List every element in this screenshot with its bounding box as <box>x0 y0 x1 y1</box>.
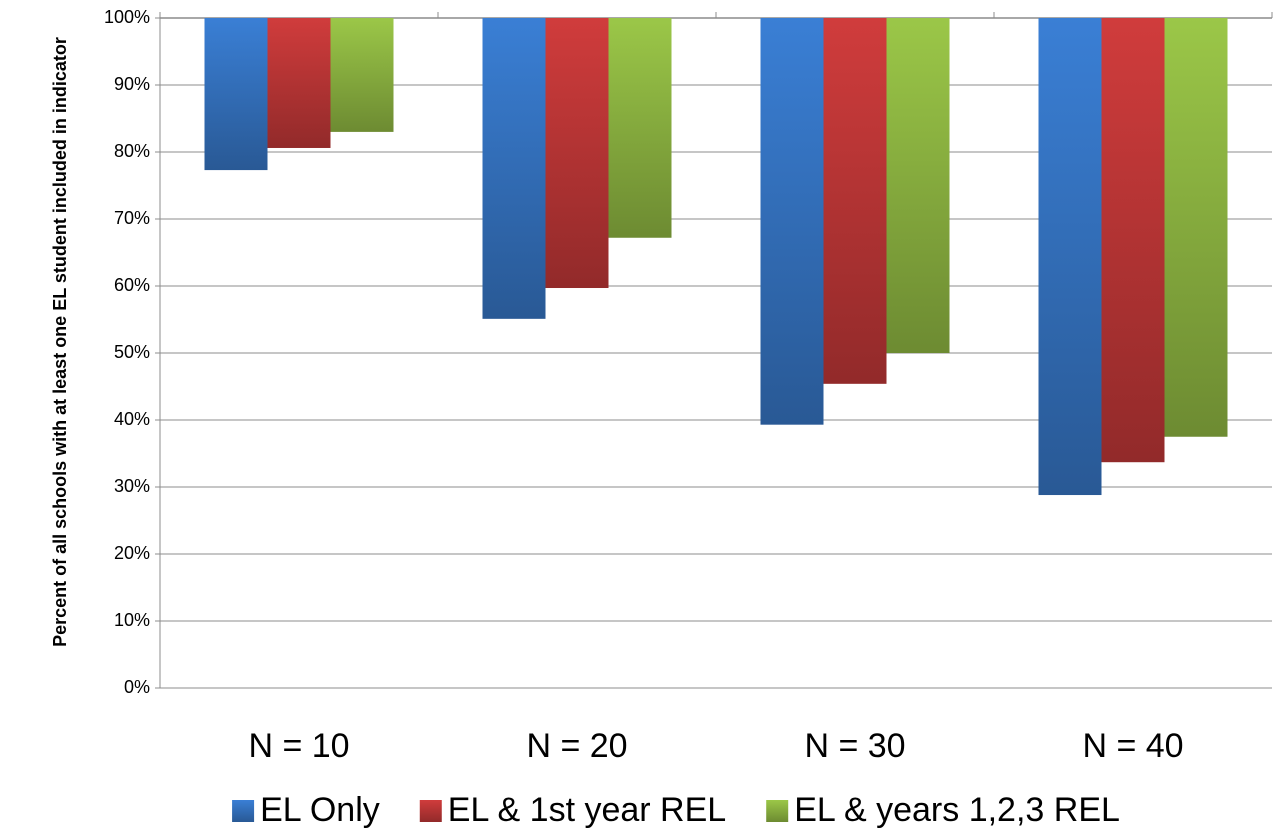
y-tick-label: 50% <box>114 342 150 362</box>
y-axis-title: Percent of all schools with at least one… <box>50 37 70 647</box>
bar <box>545 18 609 289</box>
bar <box>760 18 824 425</box>
y-tick-label: 20% <box>114 543 150 563</box>
bar <box>1101 18 1165 463</box>
x-tick-label: N = 40 <box>1082 727 1183 765</box>
x-tick-label: N = 30 <box>804 727 905 765</box>
x-tick-label: N = 10 <box>248 727 349 765</box>
legend-swatch <box>766 800 789 822</box>
legend-label: EL & 1st year REL <box>448 791 726 829</box>
y-tick-label: 80% <box>114 141 150 161</box>
bar <box>482 18 546 319</box>
y-tick-label: 10% <box>114 610 150 630</box>
x-tick-label: N = 20 <box>526 727 627 765</box>
legend-label: EL Only <box>260 791 380 829</box>
legend-swatch <box>419 800 442 822</box>
y-tick-label: 0% <box>124 677 150 697</box>
y-tick-label: 70% <box>114 208 150 228</box>
legend-swatch <box>232 800 255 822</box>
bar <box>330 18 394 132</box>
bar <box>823 18 887 384</box>
legend-label: EL & years 1,2,3 REL <box>794 791 1120 829</box>
bar <box>1038 18 1102 496</box>
y-tick-label: 60% <box>114 275 150 295</box>
y-tick-label: 90% <box>114 74 150 94</box>
bar <box>267 18 331 148</box>
bar <box>608 18 672 238</box>
legend: EL Only EL & 1st year REL EL & years 1,2,3… <box>232 791 1120 829</box>
y-tick-label: 40% <box>114 409 150 429</box>
bar <box>204 18 268 171</box>
y-tick-label: 100% <box>104 7 150 27</box>
bar <box>886 18 950 353</box>
bar <box>1164 18 1228 437</box>
y-tick-label: 30% <box>114 476 150 496</box>
